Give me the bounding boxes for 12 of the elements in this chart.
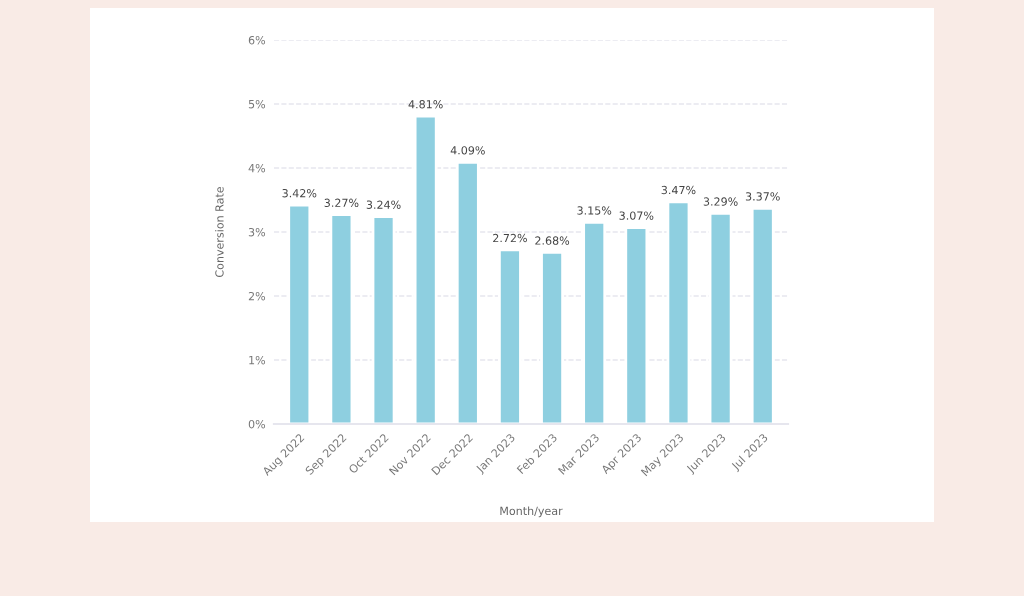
bar [455,160,480,424]
bar [624,226,649,424]
bar [329,213,354,424]
bar [540,251,564,424]
bar [413,114,438,424]
bar [582,221,607,424]
bar [750,206,775,424]
bar [666,200,691,424]
bar [371,215,396,424]
bar [287,203,312,424]
bar [708,212,733,424]
bar [498,248,522,424]
